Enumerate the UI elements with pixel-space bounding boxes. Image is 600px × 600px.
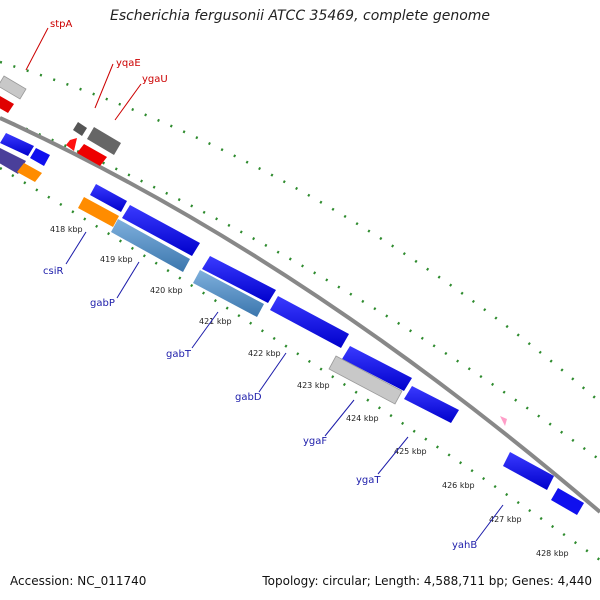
gene-feature: [0, 133, 34, 156]
gene-feature: [90, 184, 127, 212]
bottom-gene-labels: csiR gabP gabT gabD ygaF ygaT yahB: [43, 231, 504, 551]
kbp-tick-label: 425 kbp: [394, 447, 427, 456]
gene-feature: [202, 256, 276, 303]
gene-feature: [404, 386, 459, 423]
pink-marker: [500, 416, 507, 426]
gene-label-gabP: gabP: [90, 298, 115, 309]
label-leader: [475, 504, 504, 542]
gene-label-yahB: yahB: [452, 540, 477, 551]
outer-tick-arc: [0, 60, 600, 403]
kbp-tick-label: 420 kbp: [150, 286, 183, 295]
gene-feature: [17, 163, 42, 182]
gene-label-ygaU: ygaU: [142, 74, 168, 85]
kbp-tick-label: 418 kbp: [50, 225, 83, 234]
kbp-tick-labels: 418 kbp 419 kbp 420 kbp 421 kbp 422 kbp …: [50, 225, 569, 558]
gene-label-stpA: stpA: [50, 19, 72, 30]
genome-backbone: [0, 116, 600, 514]
inner-tick-arc: [0, 166, 600, 562]
label-leader: [114, 83, 142, 121]
gene-feature: [193, 270, 264, 317]
gene-feature: [0, 148, 26, 174]
label-leader: [191, 311, 219, 349]
gene-label-ygaT: ygaT: [356, 475, 381, 486]
gene-feature: [87, 127, 121, 155]
label-leader: [377, 436, 409, 475]
gene-stpA-region: [0, 75, 27, 113]
kbp-tick-label: 424 kbp: [346, 414, 379, 423]
kbp-tick-label: 419 kbp: [100, 255, 133, 264]
gene-feature: [122, 205, 200, 256]
gene-feature: [551, 488, 584, 515]
gene-label-csiR: csiR: [43, 266, 63, 277]
gene-feature: [503, 452, 554, 490]
gene-left-blue-block: [0, 133, 50, 182]
kbp-tick-label: 428 kbp: [536, 549, 569, 558]
gene-label-ygaF: ygaF: [303, 436, 327, 447]
upper-tick-arc: [0, 116, 600, 462]
label-leader: [94, 63, 114, 109]
gene-feature: [342, 346, 412, 391]
map-title: Escherichia fergusonii ATCC 35469, compl…: [109, 8, 491, 24]
kbp-tick-label: 426 kbp: [442, 481, 475, 490]
gene-feature: [73, 122, 87, 136]
gene-feature: [77, 144, 107, 166]
gene-feature: [0, 96, 14, 113]
kbp-tick-label: 421 kbp: [199, 317, 232, 326]
label-leader: [25, 27, 49, 71]
gene-feature: [328, 355, 403, 405]
accession-text: Accession: NC_011740: [10, 574, 147, 588]
kbp-tick-label: 422 kbp: [248, 349, 281, 358]
gene-label-gabD: gabD: [235, 392, 262, 403]
gene-feature: [30, 148, 50, 166]
label-leader: [258, 352, 287, 393]
label-leader: [65, 231, 87, 265]
label-leader: [116, 261, 140, 299]
gene-feature: [270, 296, 349, 348]
gene-feature: [78, 197, 119, 227]
kbp-tick-label: 427 kbp: [489, 515, 522, 524]
gene-feature: [111, 219, 190, 272]
gene-ygaU-region: [77, 127, 121, 166]
label-leader: [324, 399, 355, 437]
gene-yqaE-region: [66, 122, 87, 151]
gene-feature: [66, 138, 77, 151]
top-gene-labels: stpA yqaE ygaU: [25, 19, 168, 121]
gene-label-yqaE: yqaE: [116, 58, 141, 69]
gene-label-gabT: gabT: [166, 349, 192, 360]
kbp-tick-label: 423 kbp: [297, 381, 330, 390]
genome-summary-text: Topology: circular; Length: 4,588,711 bp…: [262, 574, 592, 588]
gene-feature: [0, 75, 27, 100]
